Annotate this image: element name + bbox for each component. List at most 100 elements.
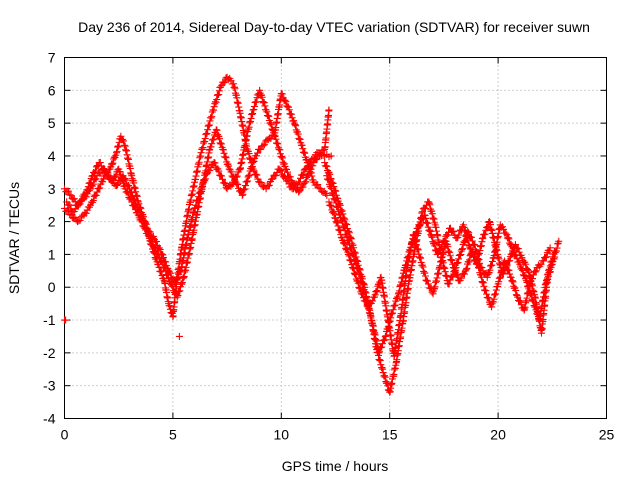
- trace-marker: [471, 253, 479, 261]
- y-tick-label: 2: [48, 214, 56, 230]
- trace-marker: [495, 278, 503, 286]
- x-tick-label: 0: [61, 427, 69, 443]
- trace-marker: [532, 267, 540, 275]
- trace-marker: [295, 134, 303, 142]
- trace-marker: [521, 271, 529, 279]
- y-axis: -4 -3 -2 -1 0 1 2 3 4 5 6 7: [43, 50, 607, 427]
- trace-marker: [382, 378, 390, 386]
- data-point: [173, 293, 181, 301]
- trace-marker: [333, 203, 341, 211]
- trace-marker: [394, 293, 402, 301]
- trace-marker: [522, 260, 530, 268]
- trace-marker: [484, 293, 492, 301]
- trace-marker: [252, 98, 260, 106]
- trace-marker: [528, 275, 536, 283]
- trace-marker: [267, 135, 275, 143]
- trace-marker: [337, 233, 345, 241]
- trace-marker: [242, 182, 250, 190]
- trace-marker: [421, 204, 429, 212]
- trace-marker: [541, 254, 549, 262]
- trace-marker: [278, 90, 286, 98]
- trace-marker: [416, 221, 424, 229]
- data-point: [503, 231, 511, 239]
- trace-marker: [314, 181, 322, 189]
- trace-marker: [278, 152, 286, 160]
- trace-marker: [130, 202, 138, 210]
- trace-marker: [389, 309, 397, 317]
- trace-marker: [201, 138, 209, 146]
- trace-marker: [492, 286, 500, 294]
- trace-marker: [264, 112, 272, 120]
- trace-marker: [340, 239, 348, 247]
- trace-marker: [331, 196, 339, 204]
- trace-marker: [264, 182, 272, 190]
- trace-marker: [289, 179, 297, 187]
- trace-marker: [283, 168, 291, 176]
- data-point: [375, 349, 383, 357]
- y-tick-label: 6: [48, 82, 56, 98]
- trace-marker: [206, 117, 214, 125]
- trace-marker: [261, 102, 269, 110]
- trace-marker: [424, 223, 432, 231]
- trace-marker: [503, 262, 511, 270]
- trace-marker: [513, 291, 521, 299]
- trace-marker: [249, 159, 257, 167]
- trace-marker: [376, 356, 384, 364]
- trace-marker: [216, 139, 224, 147]
- data-point: [323, 191, 331, 199]
- trace-marker: [373, 287, 381, 295]
- trace-marker: [202, 130, 210, 138]
- trace-marker: [330, 210, 338, 218]
- trace-marker: [422, 214, 430, 222]
- trace-marker: [349, 263, 357, 271]
- trace-marker: [390, 302, 398, 310]
- trace-marker: [446, 248, 454, 256]
- trace-marker: [462, 228, 470, 236]
- trace-marker: [250, 106, 258, 114]
- trace-marker: [380, 372, 388, 380]
- trace-marker: [306, 168, 314, 176]
- trace-marker: [265, 112, 273, 120]
- trace-marker: [456, 251, 464, 259]
- trace-marker: [430, 215, 438, 223]
- trace-marker: [92, 191, 100, 199]
- data-point: [470, 241, 478, 249]
- trace-marker: [492, 290, 500, 298]
- trace-marker: [459, 245, 467, 253]
- trace-marker: [345, 237, 353, 245]
- y-grid: [64, 89, 607, 387]
- trace-marker: [548, 257, 556, 265]
- trace-marker: [299, 145, 307, 153]
- x-grid: [172, 57, 499, 419]
- trace-marker: [260, 99, 268, 107]
- data-point: [113, 181, 121, 189]
- trace-marker: [144, 229, 152, 237]
- data-point: [325, 106, 333, 114]
- trace-marker: [415, 253, 423, 261]
- trace-marker: [326, 201, 334, 209]
- trace-marker: [86, 179, 94, 187]
- trace-marker: [305, 163, 313, 171]
- data-point: [175, 332, 183, 340]
- trace-marker: [296, 187, 304, 195]
- trace-marker: [352, 271, 360, 279]
- data-point: [325, 198, 333, 206]
- trace-marker: [234, 180, 242, 188]
- data-point: [210, 103, 218, 111]
- trace-marker: [480, 282, 488, 290]
- trace-marker: [260, 141, 268, 149]
- trace-marker: [457, 274, 465, 282]
- data-point: [345, 250, 353, 258]
- data-point: [544, 270, 552, 278]
- data-point: [295, 188, 303, 196]
- trace-marker: [300, 148, 308, 156]
- trace-marker: [457, 251, 465, 259]
- trace-marker: [245, 150, 253, 158]
- trace-marker: [327, 202, 335, 210]
- trace-marker: [282, 98, 290, 106]
- trace-marker: [485, 294, 493, 302]
- trace-marker: [481, 230, 489, 238]
- trace-marker: [257, 145, 265, 153]
- trace-marker: [378, 343, 386, 351]
- trace-marker: [417, 254, 425, 262]
